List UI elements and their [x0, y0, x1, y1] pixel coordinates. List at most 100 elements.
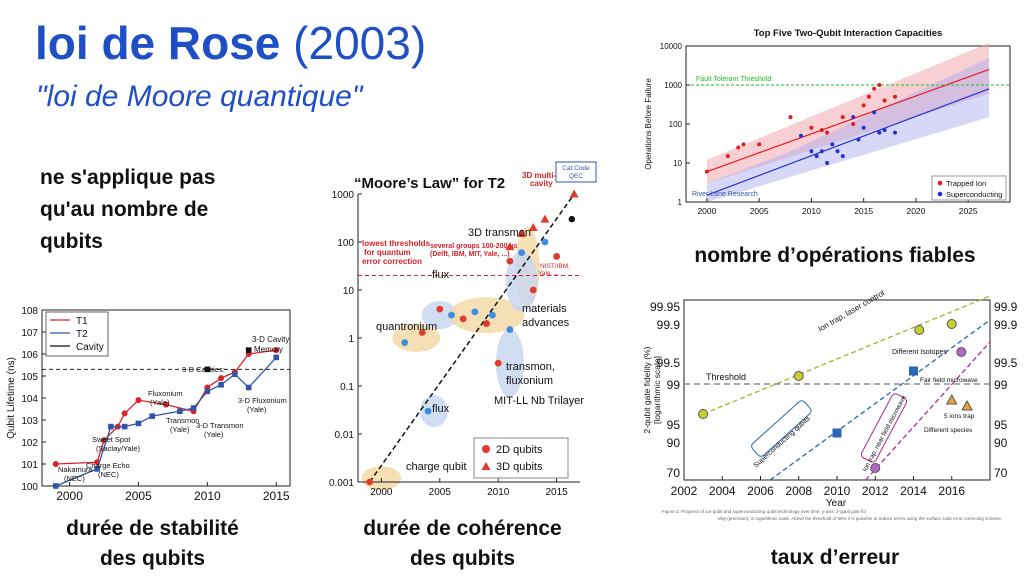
y-tick-label-right: 70 — [994, 466, 1008, 480]
data-point-2d — [436, 305, 444, 313]
annotation: Nakamura — [58, 465, 93, 474]
data-point — [840, 115, 845, 120]
annotation: for quantum — [364, 248, 411, 257]
data-point-2d — [518, 249, 525, 257]
annotation: flux — [432, 269, 450, 281]
annotation: NIST/IBM, — [540, 263, 570, 270]
highlight-bubble — [448, 297, 525, 334]
x-tick-label: 2010 — [824, 484, 851, 498]
data-point-2d — [483, 320, 490, 327]
lifetime-chart: 100 101 102 103 104 105 106 107 108 2000 2005 2010 2… — [6, 306, 291, 503]
x-tick-label: 2015 — [854, 206, 873, 216]
caption-line: des qubits — [99, 547, 205, 570]
data-point — [893, 94, 898, 99]
capacities-chart: Top Five Two-Qubit Interaction Capacitie… — [644, 28, 1011, 216]
legend-label: 3D qubits — [496, 461, 543, 473]
y-tick-label-right: 90 — [994, 436, 1008, 450]
y-tick-label: 0.1 — [340, 382, 354, 393]
data-point-3d — [540, 214, 550, 223]
y-tick-label-right: 99.95 — [994, 300, 1018, 314]
data-point — [840, 154, 845, 159]
legend-box — [931, 175, 1007, 201]
lifetime-plot: 100 101 102 103 104 105 106 107 108 2000 2005 2010 2… — [6, 306, 291, 503]
y-tick-label: 103 — [21, 416, 38, 427]
caption-line: durée de cohérence — [363, 517, 562, 540]
y-axis-label: Qubit Lifetime (ns) — [6, 357, 17, 439]
trend-line — [369, 193, 575, 483]
caption-stability: durée de stabilité des qubits — [40, 514, 265, 574]
annotation: several groups 100-200 us — [430, 243, 518, 250]
data-point — [893, 130, 898, 135]
ion-band — [706, 42, 990, 184]
y-tick-label: 10 — [673, 159, 682, 168]
annotation: Fluxonium — [148, 389, 183, 398]
y-tick-label: 101 — [21, 460, 38, 471]
title-year: (2003) — [293, 17, 427, 69]
annotation: 3-D Fluxonium — [238, 396, 287, 405]
data-point — [741, 142, 746, 147]
y-tick-label-right: 99 — [994, 378, 1008, 392]
legend-box — [45, 311, 109, 357]
y-tick-label: 100 — [669, 120, 683, 129]
sc-trend — [706, 88, 990, 196]
y-tick-label: 1 — [678, 198, 683, 207]
highlight-bubble — [421, 301, 458, 330]
annotation: Transmon — [166, 416, 199, 425]
legend-swatch — [481, 462, 491, 470]
x-tick-label: 2015 — [263, 489, 290, 503]
data-point — [788, 115, 793, 120]
data-point — [135, 420, 142, 427]
data-point — [861, 103, 866, 108]
annotation: Different species — [924, 427, 973, 434]
annotation: 3-D Transmon — [196, 421, 244, 430]
figure-caption: elity (precision), in logarithmic scale.… — [718, 516, 1002, 521]
annotation: lowest thresholds — [362, 239, 431, 248]
annotation: quantronium — [376, 321, 437, 333]
x-tick-label: 2012 — [862, 484, 889, 498]
x-tick-label: 2005 — [750, 206, 769, 216]
data-point — [814, 154, 819, 159]
data-point-ion-microwave — [956, 347, 967, 357]
x-tick-label: 2020 — [906, 206, 925, 216]
data-point-superconducting — [832, 428, 842, 438]
y-tick-label: 1000 — [332, 190, 355, 201]
highlight-bubble — [495, 329, 524, 398]
data-point-ion-microwave — [870, 463, 881, 473]
moores-law-chart: “Moore’s Law” for T2 0.001 0.01 0.1 1 10 100 10… — [329, 161, 597, 495]
chart-title: “Moore’s Law” for T2 — [354, 175, 505, 192]
y-tick-label: 99.95 — [650, 300, 680, 314]
legend-swatch — [937, 180, 943, 186]
data-point-2d — [448, 311, 455, 319]
data-point-2d — [418, 329, 426, 336]
sc-band — [706, 57, 990, 202]
note-line: ne s'applique pas — [40, 166, 216, 189]
x-tick-label: 2002 — [671, 484, 698, 498]
data-point — [245, 347, 252, 353]
annotation: (Saclay/Yale) — [96, 444, 141, 453]
annotation-box — [860, 393, 908, 463]
figure-caption: Figure 3: Progress of ion-qubit and supe… — [662, 509, 866, 514]
data-point-3d — [517, 229, 527, 238]
y-tick-label: 102 — [21, 438, 38, 449]
y-tick-label: 100 — [337, 238, 354, 249]
plot-frame — [683, 299, 991, 481]
y-axis-label: [logarithmic scale] — [652, 356, 662, 424]
y-tick-label: 0.001 — [329, 478, 354, 489]
data-point — [725, 154, 730, 159]
annotation: materials — [522, 303, 567, 315]
superconducting-trend — [769, 319, 991, 481]
annotation: River Lane Research — [692, 191, 758, 198]
data-point-2d — [506, 257, 514, 265]
annotation: 5 ions trap — [944, 413, 975, 420]
legend-label: Trapped Ion — [946, 179, 986, 188]
annotation: (Yale) — [204, 430, 224, 439]
x-tick-label: 2000 — [56, 489, 83, 503]
x-tick-label: 2006 — [747, 484, 774, 498]
annotation: transmon, — [506, 361, 555, 373]
caption-line: durée de stabilité — [66, 517, 239, 540]
y-tick-label-right: 99.5 — [994, 356, 1018, 370]
chart-title: Top Five Two-Qubit Interaction Capacitie… — [754, 28, 943, 39]
y-tick-label: 104 — [21, 394, 38, 405]
legend-label: T1 — [76, 316, 88, 327]
x-tick-label: 2000 — [370, 487, 393, 495]
